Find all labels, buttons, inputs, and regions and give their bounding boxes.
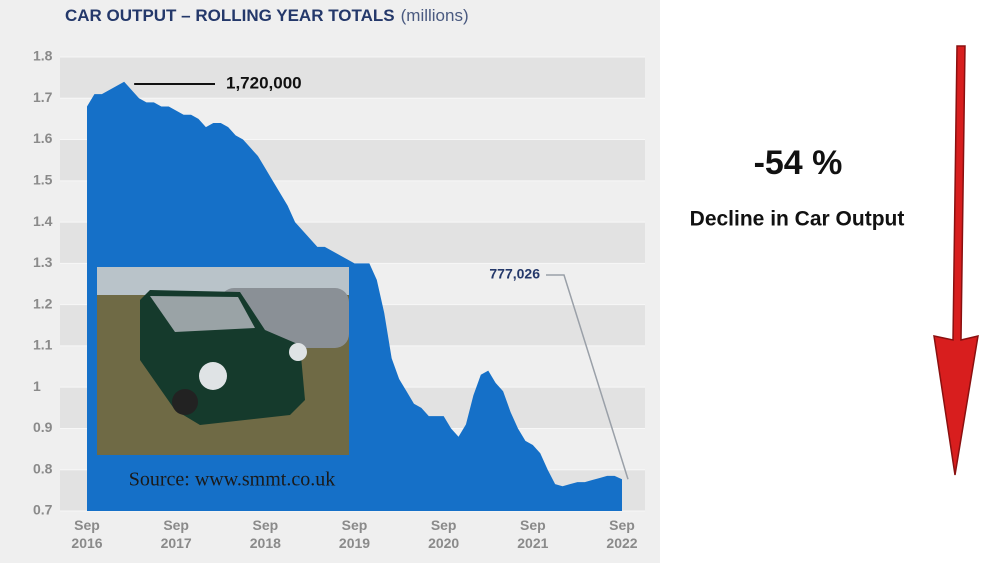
x-tick-label: Sep 2022	[606, 517, 638, 551]
grid-band	[60, 57, 645, 99]
x-tick-label: Sep 2020	[428, 517, 460, 551]
photo-headlight	[289, 343, 307, 361]
annotation-label: 777,026	[489, 266, 540, 282]
y-tick-label: 1.8	[33, 48, 53, 64]
title-main: CAR OUTPUT – ROLLING YEAR TOTALS	[65, 6, 395, 25]
photo: Source: www.smmt.co.uk	[97, 267, 349, 491]
annotation-leader	[546, 274, 629, 480]
photo-windshield	[150, 296, 255, 332]
chart: CAR OUTPUT – ROLLING YEAR TOTALS (million…	[33, 6, 645, 518]
y-tick-label: 1.4	[33, 213, 53, 229]
y-tick-label: 1.1	[33, 337, 53, 353]
arrow	[933, 45, 979, 476]
decline-arrow	[933, 45, 979, 476]
x-tick-label: Sep 2021	[517, 517, 549, 551]
chart-title: CAR OUTPUT – ROLLING YEAR TOTALS (million…	[65, 6, 469, 25]
y-tick-label: 0.9	[33, 419, 53, 435]
photo-wheel	[172, 389, 198, 415]
photo-headlight	[199, 362, 227, 390]
headline: -54 %	[754, 144, 843, 182]
y-tick-label: 1	[33, 378, 41, 394]
y-tick-label: 0.7	[33, 502, 53, 518]
y-tick-label: 1.5	[33, 172, 53, 188]
x-tick-label: Sep 2017	[160, 517, 192, 551]
y-tick-label: 1.6	[33, 130, 53, 146]
x-tick-label: Sep 2016	[71, 517, 103, 551]
y-tick-label: 1.2	[33, 295, 53, 311]
y-tick-label: 1.3	[33, 254, 53, 270]
annotation-label: 1,720,000	[226, 74, 302, 93]
title-unit: (millions)	[401, 6, 469, 25]
x-tick-label: Sep 2018	[249, 517, 281, 551]
y-tick-label: 0.8	[33, 460, 53, 476]
headline-note: Decline in Car Output	[690, 208, 905, 231]
y-tick-label: 1.7	[33, 89, 53, 105]
photo-caption: Source: www.smmt.co.uk	[129, 469, 335, 491]
x-tick-label: Sep 2019	[338, 517, 371, 551]
